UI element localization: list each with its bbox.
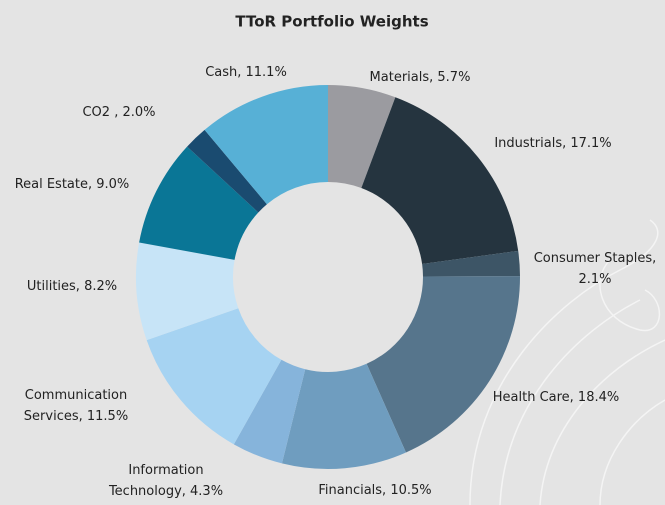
slice-label: Materials, 5.7%: [370, 70, 471, 85]
slice-label: Cash, 11.1%: [205, 65, 287, 80]
slice-label: Financials, 10.5%: [318, 483, 431, 498]
slice-label-line: Financials, 10.5%: [318, 483, 431, 498]
slice-label-line: Technology, 4.3%: [108, 484, 223, 499]
slice-label-line: Materials, 5.7%: [370, 70, 471, 85]
slice-label-line: Industrials, 17.1%: [494, 136, 611, 151]
slice-label-line: Information: [128, 463, 203, 478]
slice-label-line: Real Estate, 9.0%: [15, 177, 130, 192]
slice-label-line: CO2 , 2.0%: [82, 105, 155, 120]
slice-label-line: Services, 11.5%: [24, 409, 128, 424]
slice-label-line: Cash, 11.1%: [205, 65, 287, 80]
slice-label: CO2 , 2.0%: [82, 105, 155, 120]
slice-label: Utilities, 8.2%: [27, 279, 117, 294]
slice-label: Industrials, 17.1%: [494, 136, 611, 151]
chart-title: TToR Portfolio Weights: [235, 13, 428, 31]
chart: TToR Portfolio Weights Materials, 5.7% In…: [0, 0, 665, 505]
slice-label-line: Health Care, 18.4%: [493, 390, 619, 405]
slice-label: Real Estate, 9.0%: [15, 177, 130, 192]
slice-label-line: Utilities, 8.2%: [27, 279, 117, 294]
page: TToR Portfolio Weights Materials, 5.7% In…: [0, 0, 665, 505]
slice-label-line: Consumer Staples,: [534, 251, 657, 266]
slice-label: Health Care, 18.4%: [493, 390, 619, 405]
slice-label-line: Communication: [25, 388, 127, 403]
slice-label-line: 2.1%: [578, 272, 611, 287]
